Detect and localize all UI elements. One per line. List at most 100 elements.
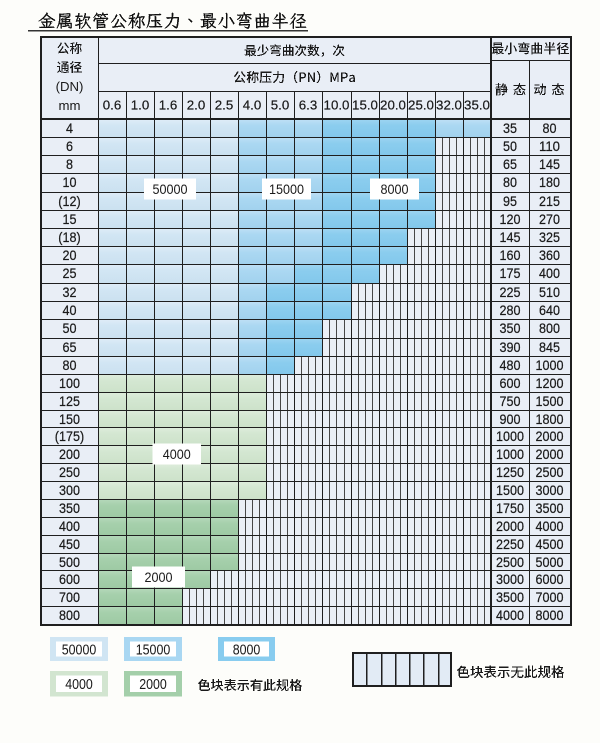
svg-text:(18): (18) — [58, 230, 80, 245]
svg-text:200: 200 — [59, 447, 80, 462]
svg-text:1500: 1500 — [496, 483, 524, 498]
svg-text:6: 6 — [66, 139, 73, 154]
svg-text:4000: 4000 — [163, 446, 191, 462]
svg-text:845: 845 — [539, 340, 560, 355]
svg-text:20.0: 20.0 — [380, 98, 406, 113]
svg-text:500: 500 — [59, 555, 80, 570]
svg-text:mm: mm — [59, 98, 81, 113]
svg-text:1000: 1000 — [536, 358, 564, 373]
svg-text:2500: 2500 — [496, 555, 524, 570]
svg-text:15000: 15000 — [136, 642, 171, 659]
svg-text:4: 4 — [66, 121, 73, 136]
svg-text:2.5: 2.5 — [215, 98, 234, 113]
svg-text:(DN): (DN) — [56, 79, 84, 94]
svg-text:350: 350 — [59, 501, 80, 516]
svg-text:225: 225 — [500, 285, 521, 300]
svg-text:2000: 2000 — [145, 569, 173, 585]
svg-text:120: 120 — [500, 212, 521, 227]
svg-text:145: 145 — [500, 230, 521, 245]
svg-text:32.0: 32.0 — [436, 98, 462, 113]
svg-text:20: 20 — [63, 248, 77, 263]
svg-text:50000: 50000 — [62, 642, 97, 659]
svg-text:1750: 1750 — [496, 501, 524, 516]
svg-text:510: 510 — [539, 285, 560, 300]
svg-text:280: 280 — [500, 303, 521, 318]
svg-text:0.6: 0.6 — [103, 98, 122, 113]
svg-text:50: 50 — [63, 321, 77, 336]
svg-text:1000: 1000 — [496, 447, 524, 462]
svg-text:80: 80 — [63, 358, 77, 373]
svg-text:110: 110 — [539, 139, 560, 154]
svg-text:6.3: 6.3 — [299, 98, 318, 113]
svg-text:6000: 6000 — [536, 572, 564, 587]
svg-text:325: 325 — [539, 230, 560, 245]
svg-text:800: 800 — [59, 608, 80, 623]
svg-text:3000: 3000 — [536, 483, 564, 498]
svg-text:1.6: 1.6 — [159, 98, 178, 113]
svg-text:8: 8 — [66, 157, 73, 172]
svg-text:80: 80 — [503, 175, 517, 190]
svg-text:5000: 5000 — [536, 555, 564, 570]
svg-text:80: 80 — [543, 121, 557, 136]
svg-text:10: 10 — [63, 175, 77, 190]
svg-text:2250: 2250 — [496, 537, 524, 552]
svg-text:270: 270 — [539, 212, 560, 227]
svg-text:600: 600 — [59, 572, 80, 587]
svg-text:35: 35 — [503, 121, 517, 136]
svg-text:15: 15 — [63, 212, 77, 227]
svg-text:(175): (175) — [55, 429, 84, 444]
svg-text:4000: 4000 — [496, 608, 524, 623]
svg-text:215: 215 — [539, 194, 560, 209]
svg-text:25.0: 25.0 — [408, 98, 434, 113]
svg-text:2000: 2000 — [496, 519, 524, 534]
svg-text:50000: 50000 — [153, 181, 188, 197]
svg-text:40: 40 — [63, 303, 77, 318]
svg-text:7000: 7000 — [536, 590, 564, 605]
svg-text:5.0: 5.0 — [271, 98, 290, 113]
svg-text:8000: 8000 — [381, 181, 409, 197]
svg-text:900: 900 — [500, 412, 521, 427]
svg-text:8000: 8000 — [233, 642, 261, 659]
svg-text:4000: 4000 — [65, 676, 93, 693]
svg-text:300: 300 — [59, 483, 80, 498]
svg-text:25: 25 — [63, 266, 77, 281]
svg-text:1000: 1000 — [496, 429, 524, 444]
svg-text:480: 480 — [500, 358, 521, 373]
svg-text:750: 750 — [500, 394, 521, 409]
svg-text:360: 360 — [539, 248, 560, 263]
svg-text:1.0: 1.0 — [131, 98, 150, 113]
svg-text:10.0: 10.0 — [324, 98, 350, 113]
svg-text:150: 150 — [59, 412, 80, 427]
svg-text:65: 65 — [503, 157, 517, 172]
svg-text:2000: 2000 — [139, 676, 167, 693]
svg-text:65: 65 — [63, 340, 77, 355]
svg-text:2000: 2000 — [536, 447, 564, 462]
svg-text:700: 700 — [59, 590, 80, 605]
svg-text:15000: 15000 — [269, 181, 304, 197]
svg-text:180: 180 — [539, 175, 560, 190]
svg-text:8000: 8000 — [536, 608, 564, 623]
svg-text:(12): (12) — [58, 194, 80, 209]
svg-text:32: 32 — [63, 285, 77, 300]
svg-text:125: 125 — [59, 394, 80, 409]
svg-text:2.0: 2.0 — [187, 98, 206, 113]
svg-text:3500: 3500 — [536, 501, 564, 516]
svg-text:800: 800 — [539, 321, 560, 336]
svg-text:1800: 1800 — [536, 412, 564, 427]
svg-text:95: 95 — [503, 194, 517, 209]
svg-text:100: 100 — [59, 376, 80, 391]
svg-text:145: 145 — [539, 157, 560, 172]
svg-text:4.0: 4.0 — [243, 98, 262, 113]
svg-text:175: 175 — [500, 266, 521, 281]
svg-text:2500: 2500 — [536, 465, 564, 480]
svg-text:3000: 3000 — [496, 572, 524, 587]
svg-text:35.0: 35.0 — [464, 98, 490, 113]
svg-text:1250: 1250 — [496, 465, 524, 480]
svg-text:350: 350 — [500, 321, 521, 336]
svg-text:400: 400 — [539, 266, 560, 281]
svg-text:600: 600 — [500, 376, 521, 391]
svg-text:390: 390 — [500, 340, 521, 355]
svg-text:15.0: 15.0 — [352, 98, 378, 113]
svg-text:400: 400 — [59, 519, 80, 534]
svg-text:50: 50 — [503, 139, 517, 154]
